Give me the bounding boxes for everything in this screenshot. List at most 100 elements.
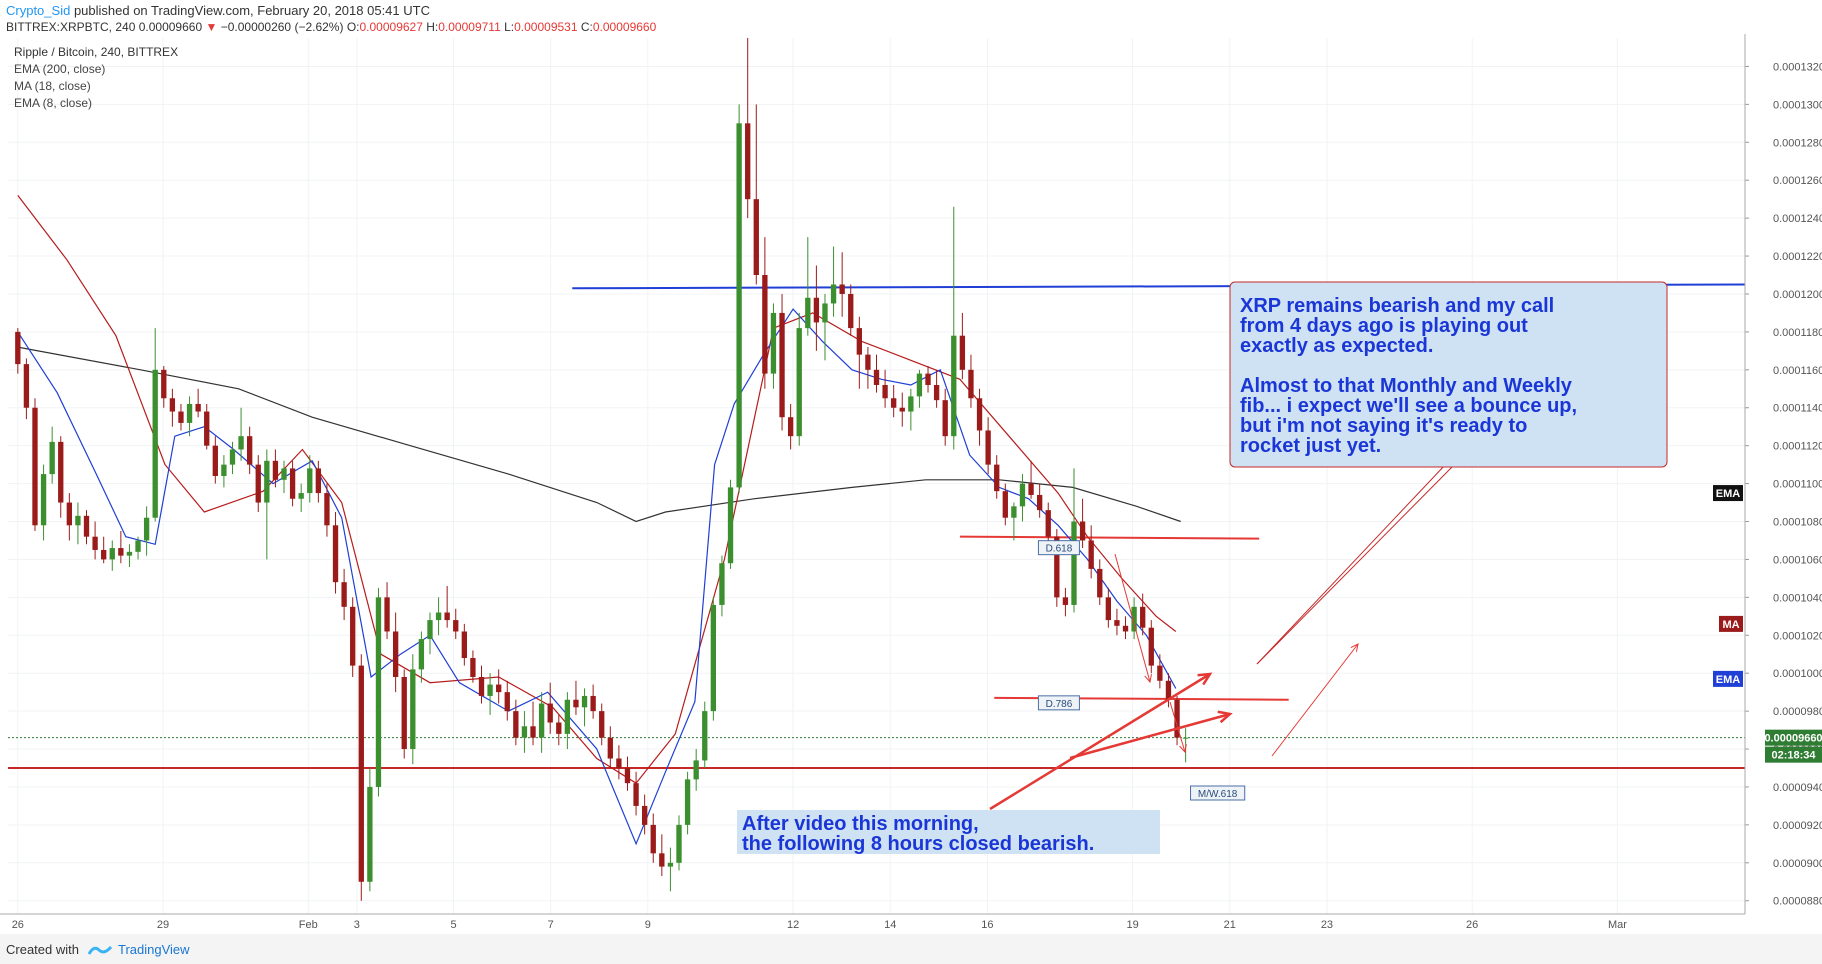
candle-body [908,396,914,412]
last-price-badge-bg [1765,729,1822,746]
arrow-down-2 [1169,701,1186,753]
tradingview-link[interactable]: TradingView [118,942,190,957]
candle-body [581,695,588,708]
candle-body [229,449,236,465]
fib-label-mw618: M/W.618 [1198,789,1238,800]
candle-body [633,783,639,806]
candle-body [650,824,656,854]
candle-body [659,853,665,867]
x-tick-label: 5 [450,919,456,931]
candle-body [118,548,124,556]
arrow-up-projection-head [1350,643,1359,652]
candle-body [564,699,571,734]
x-tick-label: 26 [1466,919,1478,931]
candle-body [727,487,734,564]
ma18-badge-bg [1719,615,1743,632]
price-badges: EMA MA EMA 0.00009660 02:18:34 [1713,485,1822,763]
candle-body [1011,506,1017,518]
ema200-badge-bg [1713,485,1743,502]
candle-body [1131,606,1137,632]
candle-body [753,199,759,276]
candle-body [1019,483,1026,507]
candle-body [933,384,940,401]
candle-body [521,726,528,738]
callout-pointer-a [1256,463,1456,665]
candle-body [1002,491,1008,518]
candle-body [152,369,158,518]
open-value: 0.00009627 [359,20,423,34]
bottom-note-line: After video this morning, [742,813,979,835]
x-tick-label: 23 [1321,919,1333,931]
candle-body [702,711,708,761]
candle-body [135,540,141,552]
candle-body [238,436,244,450]
change-text: −0.00000260 (−2.62%) [220,20,344,34]
ma18-badge: MA [1722,619,1739,631]
candle-body [1097,568,1103,598]
arrow-down-1 [1114,553,1151,683]
candle-body [418,639,425,670]
candle-body [762,275,768,374]
candle-body [461,631,467,659]
last-price-text: 0.00009660 [138,20,203,34]
candle-body [246,436,253,465]
x-tick-label: 12 [787,919,799,931]
main-note-line: fib... i expect we'll see a bounce up, [1240,395,1577,417]
chart-legend: Ripple / Bitcoin, 240, BITTREX EMA (200, … [14,45,178,110]
candle-body [556,722,562,734]
candle-body [444,612,450,621]
candle-body [435,612,442,621]
close-value: 0.00009660 [592,20,657,34]
created-with-text: Created with [6,942,79,957]
author-link[interactable]: Crypto_Sid [6,3,71,18]
candle-body [307,468,313,494]
candle-body [15,331,21,365]
candle-body [787,417,794,437]
candle-body [204,411,210,446]
open-label: O: [346,20,360,34]
candle-body [1028,483,1034,495]
candle-body [358,665,364,882]
last-price-badge: 0.00009660 [1764,733,1822,745]
candle-body [710,604,717,712]
candle-body [341,582,347,607]
candle-body [770,312,777,374]
fib-label-d786-box [1037,695,1080,711]
fib-label-d618: D.618 [1046,544,1073,555]
fib-d618-line [959,535,1260,540]
candle-body [865,354,871,370]
candle-body [496,684,502,693]
candle-body [101,549,107,560]
candle-body [994,464,1000,492]
x-tick-label: Mar [1608,919,1627,931]
candle-body [590,695,596,712]
candle-body [401,676,407,750]
change-down-icon: ▼ [205,20,218,34]
candle-body [315,468,322,494]
candle-body [538,703,545,738]
ema8-badge-bg [1713,670,1743,687]
candle-body [676,824,682,863]
candle-body [75,515,81,526]
candle-body [899,407,905,412]
high-label: H: [426,20,439,34]
candle-body [186,403,193,423]
x-tick-label: 14 [884,919,896,931]
candle-body [607,737,613,759]
y-tick-label: 0.00008800 [1773,896,1822,908]
candle-body [1079,521,1086,541]
candle-body [1182,737,1189,739]
